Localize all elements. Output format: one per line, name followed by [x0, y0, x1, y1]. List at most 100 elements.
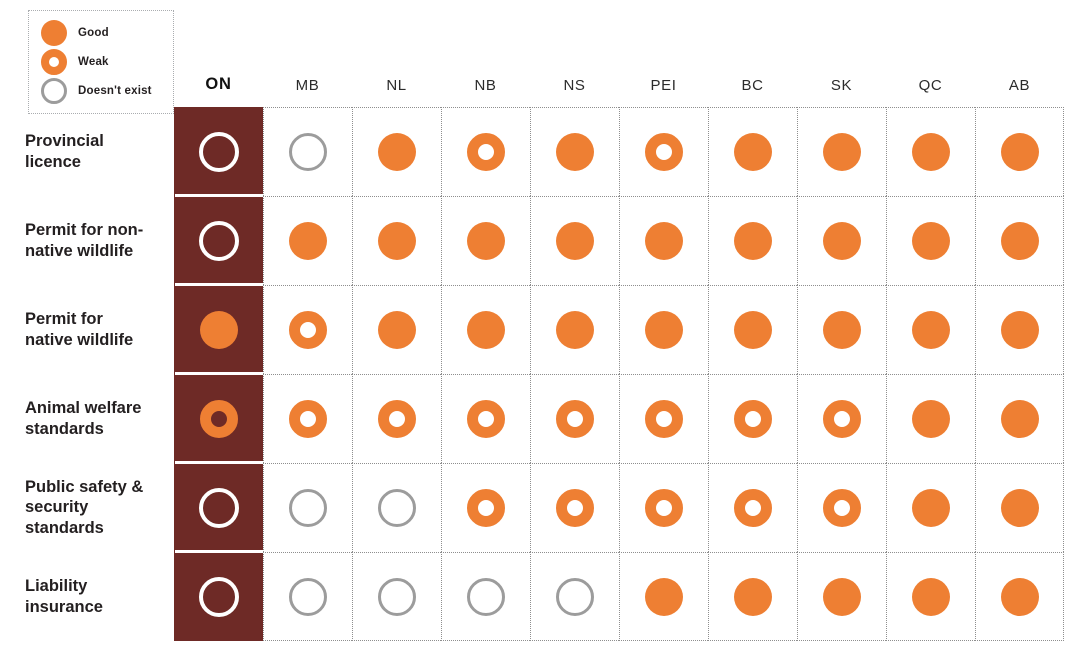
matrix-cell-mb	[263, 107, 352, 196]
status-dot-good-icon	[912, 311, 950, 349]
matrix-cell-ns	[530, 285, 619, 374]
matrix-cell-mb	[263, 463, 352, 552]
thin-ring-icon	[41, 78, 67, 104]
matrix-cell-sk	[797, 552, 886, 641]
status-dot-none-icon	[199, 576, 239, 617]
matrix-cell-pei	[619, 196, 708, 285]
thick-ring-icon	[41, 49, 67, 75]
status-dot-good-icon	[378, 133, 416, 171]
matrix-cell-on	[174, 107, 263, 197]
row-label: Public safety & security standards	[0, 463, 174, 552]
on-column-row-separator	[175, 550, 263, 553]
status-dot-none-icon	[199, 132, 239, 172]
matrix-cell-bc	[708, 196, 797, 285]
status-dot-weak-icon	[645, 133, 683, 171]
matrix-cell-ab	[975, 463, 1064, 552]
status-dot-weak-icon	[200, 400, 238, 438]
status-dot-good-icon	[1000, 577, 1039, 616]
row-label: Liability insurance	[0, 552, 174, 641]
column-header-nl: NL	[386, 77, 407, 94]
matrix-cell-nb	[441, 463, 530, 552]
matrix-cell-nl	[352, 196, 441, 285]
status-dot-weak-icon	[823, 400, 861, 438]
status-dot-good-icon	[556, 222, 594, 260]
status-dot-weak-icon	[467, 400, 505, 438]
matrix-cell-pei	[619, 374, 708, 463]
matrix-cell-bc	[708, 285, 797, 374]
status-dot-weak-icon	[467, 489, 505, 527]
on-column-row-separator	[175, 372, 263, 375]
matrix-cell-mb	[263, 196, 352, 285]
column-header-pei: PEI	[650, 77, 677, 94]
matrix-cell-nl	[352, 552, 441, 641]
legend-item-none: Doesn't exist	[41, 78, 163, 104]
status-dot-good-icon	[556, 311, 594, 349]
status-dot-good-icon	[378, 222, 416, 260]
matrix-cell-nl	[352, 374, 441, 463]
matrix-cell-ab	[975, 374, 1064, 463]
status-dot-weak-icon	[467, 133, 505, 171]
status-dot-good-icon	[200, 311, 238, 349]
status-dot-good-icon	[734, 311, 772, 349]
matrix-cell-on	[174, 285, 263, 375]
status-dot-none-icon	[467, 577, 505, 616]
matrix-cell-pei	[619, 552, 708, 641]
status-dot-none-icon	[378, 489, 416, 527]
status-dot-good-icon	[1000, 489, 1039, 527]
row-label-text: Animal welfare standards	[25, 399, 142, 438]
status-dot-none-icon	[199, 221, 239, 261]
status-dot-good-icon	[823, 222, 861, 260]
matrix-cell-on	[174, 374, 263, 464]
status-dot-weak-icon	[734, 400, 772, 438]
status-dot-good-icon	[645, 222, 683, 260]
legend-label: Good	[78, 27, 109, 39]
on-column-row-separator	[175, 283, 263, 286]
matrix-cell-ns	[530, 107, 619, 196]
column-header-nb: NB	[474, 77, 497, 94]
row-label-text: Provincial licence	[25, 132, 104, 171]
matrix-cell-ab	[975, 552, 1064, 641]
status-dot-good-icon	[823, 577, 861, 616]
legend-item-good: Good	[41, 20, 163, 46]
matrix-cell-nb	[441, 552, 530, 641]
matrix-cell-sk	[797, 196, 886, 285]
matrix-cell-on	[174, 196, 263, 286]
status-dot-good-icon	[467, 311, 505, 349]
matrix-cell-nl	[352, 463, 441, 552]
matrix-cell-ns	[530, 196, 619, 285]
matrix-cell-pei	[619, 463, 708, 552]
matrix-cell-mb	[263, 374, 352, 463]
status-dot-good-icon	[912, 400, 950, 438]
matrix-cell-nb	[441, 196, 530, 285]
row-label: Permit for non-native wildlife	[0, 196, 174, 285]
matrix-cell-bc	[708, 107, 797, 196]
row-label-text: Liability insurance	[25, 577, 103, 616]
matrix-cell-sk	[797, 285, 886, 374]
filled-circle-icon	[41, 20, 67, 46]
column-header-ns: NS	[563, 77, 586, 94]
column-header-ab: AB	[1008, 77, 1031, 94]
status-dot-good-icon	[734, 222, 772, 260]
status-dot-good-icon	[378, 311, 416, 349]
status-dot-none-icon	[289, 133, 327, 171]
matrix-cell-ns	[530, 552, 619, 641]
matrix-cell-qc	[886, 463, 975, 552]
status-dot-weak-icon	[289, 311, 327, 349]
matrix-grid: ON MB NL NB NS PEI BC SK QC AB Provincial licence P…	[0, 60, 1064, 641]
status-dot-none-icon	[289, 577, 327, 616]
status-dot-good-icon	[1000, 400, 1039, 438]
status-dot-good-icon	[823, 311, 861, 349]
status-dot-none-icon	[556, 577, 594, 616]
matrix-cell-bc	[708, 463, 797, 552]
row-label: Animal welfare standards	[0, 374, 174, 463]
status-dot-good-icon	[645, 311, 683, 349]
status-dot-none-icon	[378, 577, 416, 616]
row-label-text: Permit for non-native wildlife	[25, 221, 144, 260]
on-column-row-separator	[175, 461, 263, 464]
row-label: Permit for native wildlife	[0, 285, 174, 374]
legend-label: Weak	[78, 56, 109, 68]
matrix-cell-qc	[886, 107, 975, 196]
matrix-cell-qc	[886, 374, 975, 463]
status-dot-good-icon	[912, 222, 950, 260]
